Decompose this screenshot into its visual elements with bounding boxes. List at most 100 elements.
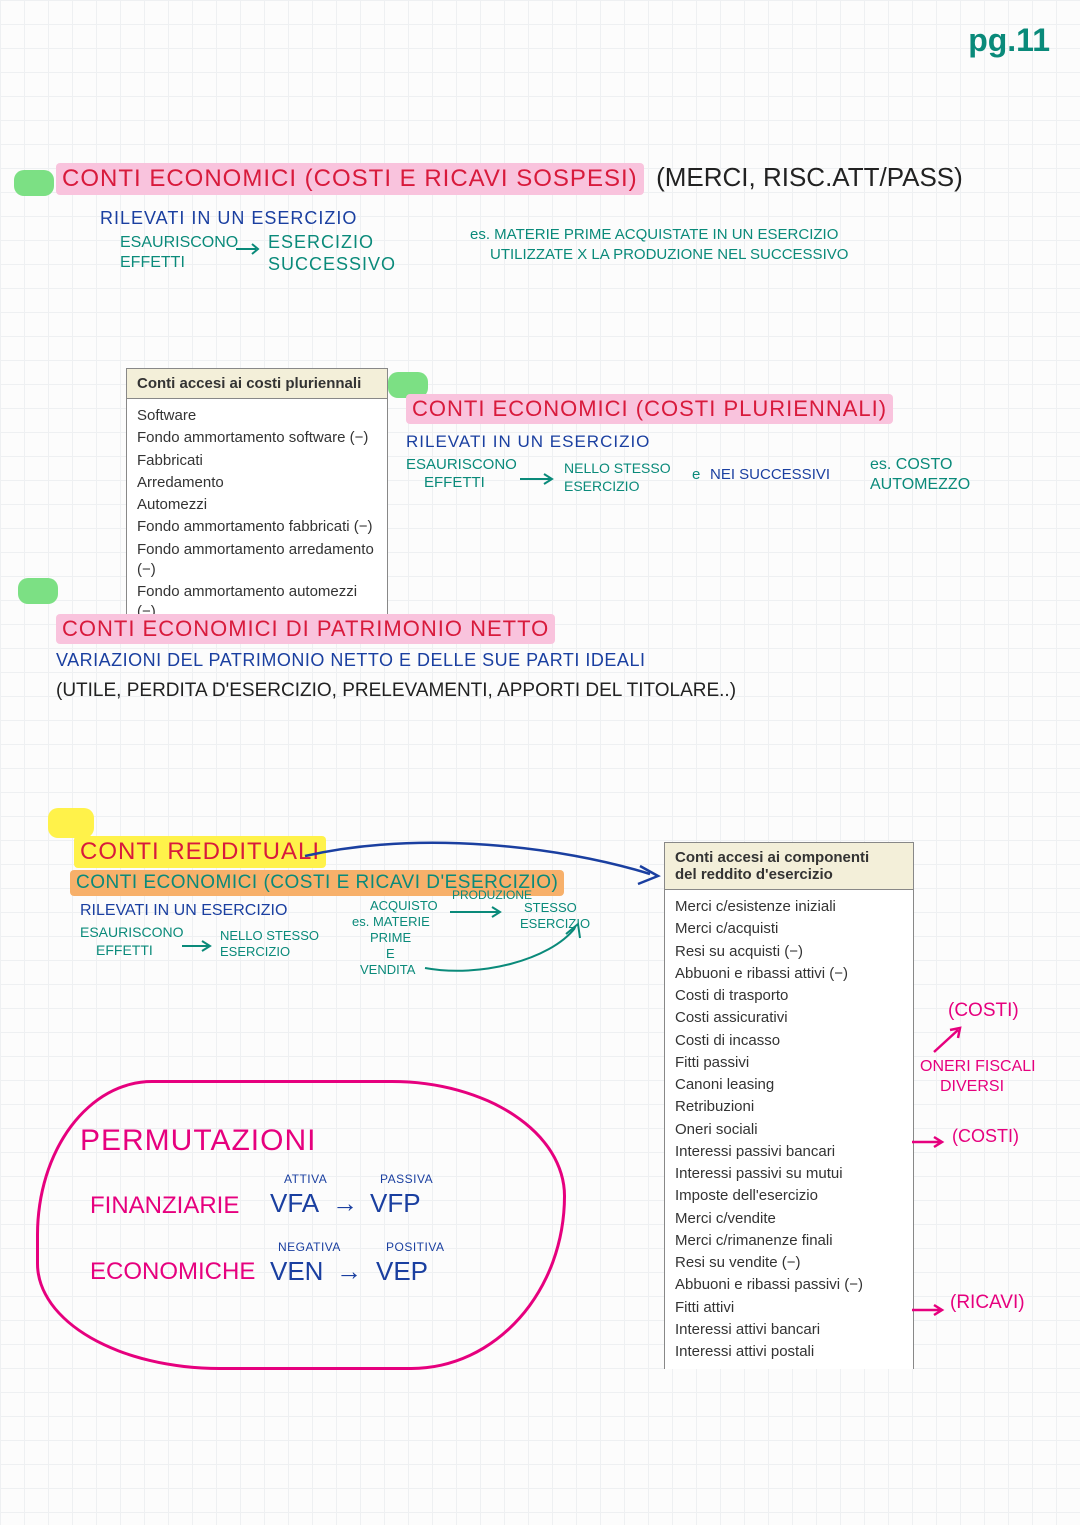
perm-vfp: VFP — [370, 1188, 421, 1219]
table2-head1: Conti accesi ai componenti — [675, 849, 903, 866]
sec4-mid5: VENDITA — [360, 962, 415, 977]
sec1-title-wrap: CONTI ECONOMICI (COSTI E RICAVI SOSPESI)… — [56, 162, 963, 195]
sec4-mid4: E — [386, 946, 395, 961]
sec2-l4b: NEI SUCCESSIVI — [710, 466, 830, 483]
table-row: Retribuzioni — [675, 1096, 903, 1118]
table2-body: Merci c/esistenze iniziali Merci c/acqui… — [665, 890, 913, 1369]
sec4-mid7: STESSO — [524, 900, 577, 915]
sec4-l2a: ESAURISCONO — [80, 924, 183, 940]
ann-oneri2: DIVERSI — [940, 1078, 1004, 1096]
table-row: Fondo ammortamento software (−) — [137, 427, 377, 449]
perm-fin: FINANZIARIE — [90, 1192, 239, 1220]
sec4-l1: RILEVATI IN UN ESERCIZIO — [80, 902, 287, 920]
ann-ricavi: (RICAVI) — [950, 1292, 1025, 1314]
yellow-bullet — [48, 808, 94, 838]
sec1-l2a: ESAURISCONO — [120, 234, 238, 252]
curve-arrow-vendita — [420, 920, 590, 976]
table-row: Fabbricati — [137, 450, 377, 472]
perm-ven: VEN — [270, 1256, 323, 1287]
sec2-l2a: ESAURISCONO — [406, 456, 517, 473]
table2-head: Conti accesi ai componenti del reddito d… — [665, 842, 913, 890]
table1-body: Software Fondo ammortamento software (−)… — [127, 399, 387, 630]
bullet-3 — [18, 578, 58, 604]
table-row: Resi su vendite (−) — [675, 1252, 903, 1274]
sec4-l2b: EFFETTI — [96, 942, 153, 958]
sec1-title-b: (COSTI E RICAVI SOSPESI) — [305, 165, 638, 192]
sec4-mid3: PRIME — [370, 930, 411, 945]
table-row: Automezzi — [137, 494, 377, 516]
table-row: Interessi attivi bancari — [675, 1319, 903, 1341]
perm-arrow2: → — [336, 1256, 362, 1287]
sec2-title: CONTI ECONOMICI (COSTI PLURIENNALI) — [406, 394, 893, 424]
arrow-4 — [448, 904, 508, 920]
table-row: Software — [137, 405, 377, 427]
arrow-1 — [234, 240, 264, 258]
perm-arrow1: → — [332, 1188, 358, 1219]
table-row: Oneri sociali — [675, 1119, 903, 1141]
ann-oneri1: ONERI FISCALI — [920, 1058, 1036, 1076]
table-pluriennali: Conti accesi ai costi pluriennali Softwa… — [126, 368, 388, 630]
table-row: Arredamento — [137, 472, 377, 494]
sec3-l2: (UTILE, PERDITA D'ESERCIZIO, PRELEVAMENT… — [56, 680, 736, 702]
perm-eco: ECONOMICHE — [90, 1258, 255, 1286]
table-row: Merci c/vendite — [675, 1208, 903, 1230]
sec2-l3b: ESERCIZIO — [564, 478, 639, 494]
table-row: Costi assicurativi — [675, 1007, 903, 1029]
arrow-ricavi — [910, 1302, 950, 1318]
sec3-title: CONTI ECONOMICI DI PATRIMONIO NETTO — [56, 614, 555, 644]
sec1-ex1: es. MATERIE PRIME ACQUISTATE IN UN ESERC… — [470, 226, 838, 243]
bullet-1 — [14, 170, 54, 196]
sec4-mid2: es. MATERIE — [352, 914, 430, 929]
perm-negativa: NEGATIVA — [278, 1240, 341, 1254]
perm-attiva: ATTIVA — [284, 1172, 327, 1186]
table-row: Fitti passivi — [675, 1052, 903, 1074]
table-row: Resi su acquisti (−) — [675, 941, 903, 963]
sec2-l1: RILEVATI IN UN ESERCIZIO — [406, 432, 650, 452]
table-row: Fondo ammortamento arredamento (−) — [137, 539, 377, 582]
sec2-title-b: (COSTI PLURIENNALI) — [636, 396, 887, 421]
table-row: Fondo ammortamento fabbricati (−) — [137, 516, 377, 538]
arrow-2 — [518, 470, 558, 488]
arrow-3 — [180, 938, 216, 954]
sec1-l3a: ESERCIZIO — [268, 232, 374, 253]
table-row: Costi di incasso — [675, 1030, 903, 1052]
sec1-l2b: EFFETTI — [120, 254, 185, 272]
table-row: Interessi passivi su mutui — [675, 1163, 903, 1185]
sec1-title-c: (MERCI, RISC.ATT/PASS) — [656, 162, 963, 192]
perm-positiva: POSITIVA — [386, 1240, 444, 1254]
table-row: Abbuoni e ribassi passivi (−) — [675, 1274, 903, 1296]
sec1-l1: RILEVATI IN UN ESERCIZIO — [100, 208, 357, 229]
perm-vep: VEP — [376, 1256, 428, 1287]
sec2-l2b: EFFETTI — [424, 474, 485, 491]
page-number: pg.11 — [968, 22, 1050, 59]
table-row: Interessi attivi postali — [675, 1341, 903, 1363]
table-row: Fitti attivi — [675, 1297, 903, 1319]
perm-passiva: PASSIVA — [380, 1172, 433, 1186]
table-row: Merci c/esistenze iniziali — [675, 896, 903, 918]
sec2-l3a: NELLO STESSO — [564, 460, 671, 476]
table-row: Merci c/rimanenze finali — [675, 1230, 903, 1252]
sec4-title1: CONTI REDDITUALI — [74, 836, 326, 868]
sec4-mid1: ACQUISTO — [370, 898, 438, 913]
sec2-ex1: es. COSTO — [870, 456, 952, 474]
table-row: Merci c/acquisti — [675, 918, 903, 940]
table-row: Costi di trasporto — [675, 985, 903, 1007]
ann-costi2: (COSTI) — [952, 1126, 1019, 1147]
table2-head2: del reddito d'esercizio — [675, 866, 903, 883]
table-row: Canoni leasing — [675, 1074, 903, 1096]
table-row: Imposte dell'esercizio — [675, 1185, 903, 1207]
perm-title: PERMUTAZIONI — [80, 1124, 316, 1158]
sec3-l1: VARIAZIONI DEL PATRIMONIO NETTO E DELLE … — [56, 650, 645, 671]
sec2-ex2: AUTOMEZZO — [870, 476, 970, 494]
sec1-title-a: CONTI ECONOMICI — [62, 165, 297, 192]
arrow-costi — [930, 1026, 964, 1056]
table-reddito: Conti accesi ai componenti del reddito d… — [664, 842, 914, 1369]
table-row: Abbuoni e ribassi attivi (−) — [675, 963, 903, 985]
arrow-costi2 — [910, 1134, 950, 1150]
sec4-l3b: ESERCIZIO — [220, 944, 290, 959]
sec4-l3a: NELLO STESSO — [220, 928, 319, 943]
sec1-ex2: UTILIZZATE X LA PRODUZIONE NEL SUCCESSIV… — [490, 246, 848, 263]
table1-head: Conti accesi ai costi pluriennali — [127, 368, 387, 399]
table-row: Interessi passivi bancari — [675, 1141, 903, 1163]
sec1-l3b: SUCCESSIVO — [268, 254, 396, 275]
